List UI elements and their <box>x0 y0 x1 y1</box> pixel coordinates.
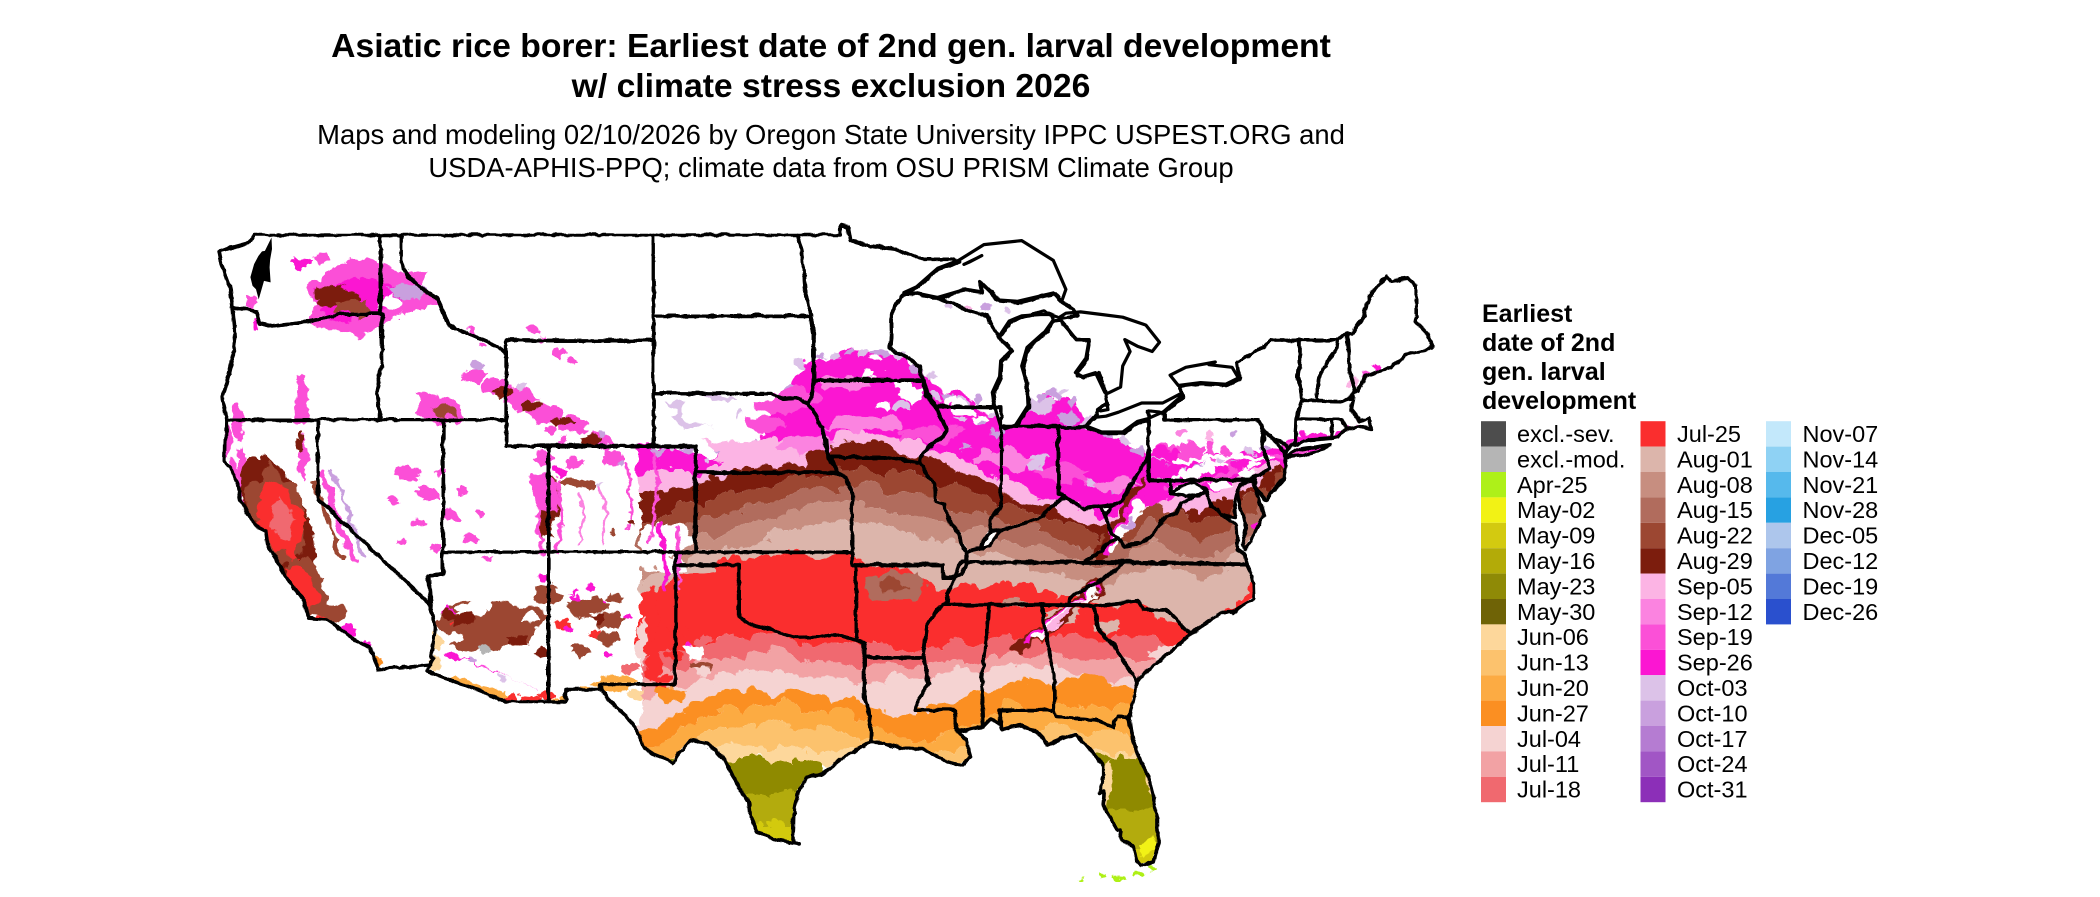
svg-text:Jun-13: Jun-13 <box>1517 650 1589 676</box>
svg-text:Nov-28: Nov-28 <box>1803 497 1879 523</box>
svg-text:Nov-21: Nov-21 <box>1803 472 1879 498</box>
svg-text:Aug-01: Aug-01 <box>1677 446 1753 472</box>
svg-text:development: development <box>1482 387 1637 415</box>
svg-text:Jun-06: Jun-06 <box>1517 624 1589 650</box>
svg-text:Nov-07: Nov-07 <box>1803 421 1879 447</box>
svg-text:Oct-03: Oct-03 <box>1677 675 1748 701</box>
svg-text:Jun-20: Jun-20 <box>1517 675 1589 701</box>
svg-text:Dec-26: Dec-26 <box>1803 599 1879 625</box>
svg-text:Oct-10: Oct-10 <box>1677 700 1748 726</box>
svg-text:date of 2nd: date of 2nd <box>1482 329 1615 357</box>
svg-text:Jul-04: Jul-04 <box>1517 726 1581 752</box>
svg-text:May-30: May-30 <box>1517 599 1595 625</box>
svg-text:Nov-14: Nov-14 <box>1803 446 1879 472</box>
svg-text:Aug-08: Aug-08 <box>1677 472 1753 498</box>
svg-text:May-16: May-16 <box>1517 548 1595 574</box>
svg-text:gen. larval: gen. larval <box>1482 358 1606 386</box>
svg-text:Oct-24: Oct-24 <box>1677 751 1748 777</box>
svg-text:May-02: May-02 <box>1517 497 1595 523</box>
svg-text:Oct-17: Oct-17 <box>1677 726 1748 752</box>
svg-text:Aug-22: Aug-22 <box>1677 523 1753 549</box>
svg-text:Dec-05: Dec-05 <box>1803 523 1879 549</box>
svg-text:Sep-12: Sep-12 <box>1677 599 1753 625</box>
svg-text:Sep-05: Sep-05 <box>1677 573 1753 599</box>
svg-text:Sep-26: Sep-26 <box>1677 650 1753 676</box>
svg-text:excl.-sev.: excl.-sev. <box>1517 421 1615 447</box>
svg-text:Maps and modeling 02/10/2026 b: Maps and modeling 02/10/2026 by Oregon S… <box>317 119 1345 150</box>
svg-text:Apr-25: Apr-25 <box>1517 472 1588 498</box>
svg-text:Asiatic rice borer: Earliest d: Asiatic rice borer: Earliest date of 2nd… <box>331 27 1331 65</box>
svg-text:Oct-31: Oct-31 <box>1677 777 1748 803</box>
svg-text:Jul-18: Jul-18 <box>1517 777 1581 803</box>
svg-text:w/ climate stress exclusion 20: w/ climate stress exclusion 2026 <box>571 67 1091 105</box>
svg-text:excl.-mod.: excl.-mod. <box>1517 446 1625 472</box>
svg-text:Jun-27: Jun-27 <box>1517 700 1589 726</box>
svg-text:Jul-25: Jul-25 <box>1677 421 1741 447</box>
svg-text:May-09: May-09 <box>1517 523 1595 549</box>
svg-text:Earliest: Earliest <box>1482 300 1573 328</box>
svg-text:Sep-19: Sep-19 <box>1677 624 1753 650</box>
svg-text:Jul-11: Jul-11 <box>1517 751 1579 777</box>
svg-text:Aug-15: Aug-15 <box>1677 497 1753 523</box>
svg-text:Dec-12: Dec-12 <box>1803 548 1879 574</box>
svg-text:May-23: May-23 <box>1517 573 1595 599</box>
svg-text:Aug-29: Aug-29 <box>1677 548 1753 574</box>
svg-text:USDA-APHIS-PPQ; climate data f: USDA-APHIS-PPQ; climate data from OSU PR… <box>428 152 1233 183</box>
svg-text:Dec-19: Dec-19 <box>1803 573 1879 599</box>
